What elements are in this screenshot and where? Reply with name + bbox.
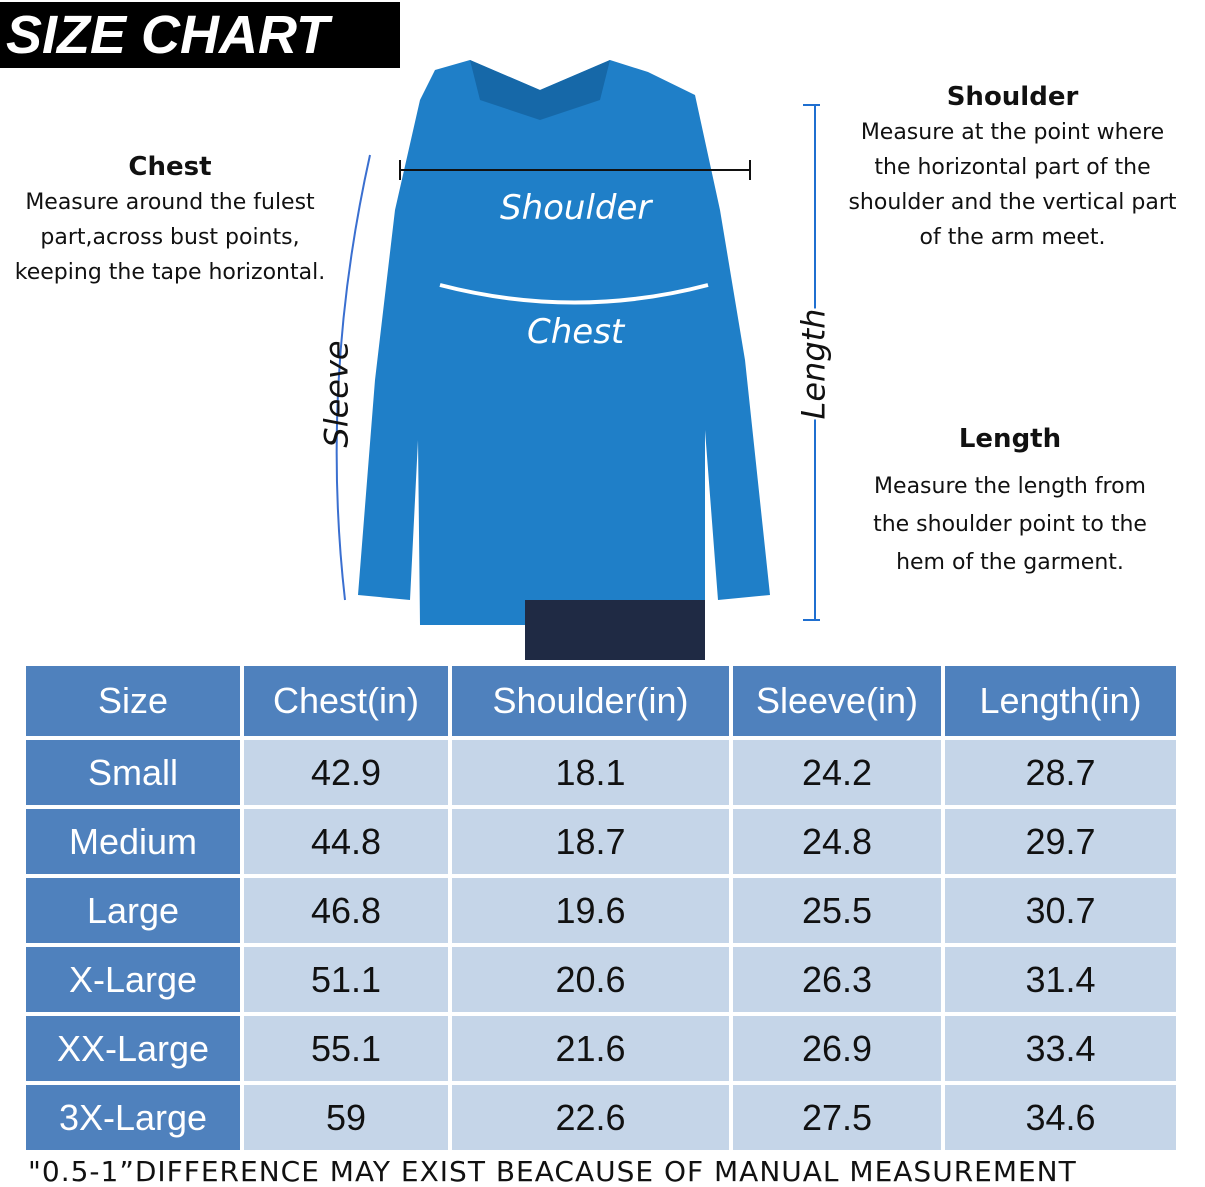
table-row: Small 42.9 18.1 24.2 28.7 xyxy=(26,740,1176,805)
header-shoulder: Shoulder(in) xyxy=(452,666,729,736)
sleeve-label: Sleeve xyxy=(317,340,356,448)
value-cell: 24.2 xyxy=(733,740,941,805)
chest-heading: Chest xyxy=(128,152,212,182)
footer-note: "0.5-1”DIFFERENCE MAY EXIST BEACAUSE OF … xyxy=(28,1155,1077,1187)
value-cell: 30.7 xyxy=(945,878,1176,943)
title: SIZE CHART xyxy=(0,2,400,68)
header-sleeve: Sleeve(in) xyxy=(733,666,941,736)
value-cell: 26.9 xyxy=(733,1016,941,1081)
header-length: Length(in) xyxy=(945,666,1176,736)
size-cell: XX-Large xyxy=(26,1016,240,1081)
size-table: Size Chest(in) Shoulder(in) Sleeve(in) L… xyxy=(22,662,1180,1154)
size-cell: X-Large xyxy=(26,947,240,1012)
value-cell: 18.7 xyxy=(452,809,729,874)
value-cell: 26.3 xyxy=(733,947,941,1012)
size-cell: Medium xyxy=(26,809,240,874)
shoulder-heading: Shoulder xyxy=(946,82,1079,112)
size-cell: 3X-Large xyxy=(26,1085,240,1150)
value-cell: 46.8 xyxy=(244,878,448,943)
shirt-image xyxy=(335,60,820,660)
header-size: Size xyxy=(26,666,240,736)
header-chest: Chest(in) xyxy=(244,666,448,736)
value-cell: 19.6 xyxy=(452,878,729,943)
value-cell: 29.7 xyxy=(945,809,1176,874)
table-row: Medium 44.8 18.7 24.8 29.7 xyxy=(26,809,1176,874)
value-cell: 21.6 xyxy=(452,1016,729,1081)
text-line: Measure around the fulest xyxy=(25,190,315,215)
value-cell: 22.6 xyxy=(452,1085,729,1150)
value-cell: 18.1 xyxy=(452,740,729,805)
text-line: Measure at the point where xyxy=(860,120,1165,145)
text-line: the horizontal part of the xyxy=(874,155,1151,180)
value-cell: 24.8 xyxy=(733,809,941,874)
shoulder-description: Shoulder Measure at the point where the … xyxy=(815,80,1205,255)
text-line: Measure the length from xyxy=(874,474,1146,499)
table-row: X-Large 51.1 20.6 26.3 31.4 xyxy=(26,947,1176,1012)
text-line: keeping the tape horizontal. xyxy=(14,260,326,285)
text-line: of the arm meet. xyxy=(919,225,1106,250)
value-cell: 44.8 xyxy=(244,809,448,874)
text-line: shoulder and the vertical part xyxy=(848,190,1177,215)
value-cell: 59 xyxy=(244,1085,448,1150)
chest-description: Chest Measure around the fulest part,acr… xyxy=(0,150,340,290)
value-cell: 20.6 xyxy=(452,947,729,1012)
value-cell: 34.6 xyxy=(945,1085,1176,1150)
length-label: Length xyxy=(794,308,833,420)
length-description: Length Measure the length from the shoul… xyxy=(820,420,1200,582)
table-header-row: Size Chest(in) Shoulder(in) Sleeve(in) L… xyxy=(26,666,1176,736)
table-row: Large 46.8 19.6 25.5 30.7 xyxy=(26,878,1176,943)
value-cell: 28.7 xyxy=(945,740,1176,805)
value-cell: 31.4 xyxy=(945,947,1176,1012)
value-cell: 55.1 xyxy=(244,1016,448,1081)
value-cell: 25.5 xyxy=(733,878,941,943)
value-cell: 33.4 xyxy=(945,1016,1176,1081)
chest-label: Chest xyxy=(527,312,625,352)
table-row: 3X-Large 59 22.6 27.5 34.6 xyxy=(26,1085,1176,1150)
value-cell: 51.1 xyxy=(244,947,448,1012)
text-line: hem of the garment. xyxy=(896,550,1124,575)
shoulder-label: Shoulder xyxy=(500,188,652,228)
length-heading: Length xyxy=(958,424,1062,454)
size-cell: Small xyxy=(26,740,240,805)
size-cell: Large xyxy=(26,878,240,943)
value-cell: 27.5 xyxy=(733,1085,941,1150)
table-row: XX-Large 55.1 21.6 26.9 33.4 xyxy=(26,1016,1176,1081)
value-cell: 42.9 xyxy=(244,740,448,805)
text-line: part,across bust points, xyxy=(40,225,300,250)
text-line: the shoulder point to the xyxy=(873,512,1147,537)
